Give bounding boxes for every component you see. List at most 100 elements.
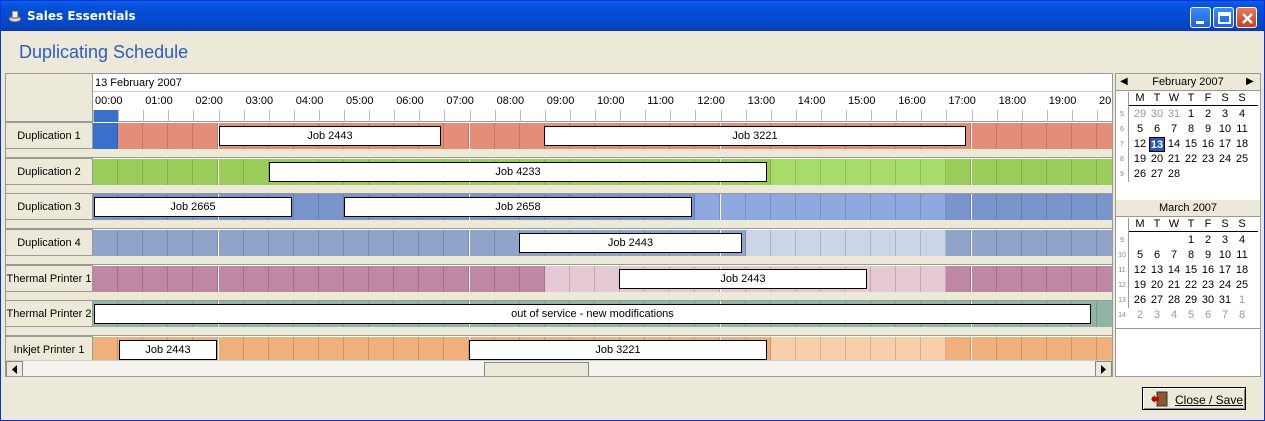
calendar-day[interactable]: 6: [1153, 123, 1161, 135]
time-slot[interactable]: [193, 230, 219, 257]
calendar-day[interactable]: 9: [1204, 123, 1212, 135]
next-month-icon[interactable]: ▶: [1246, 76, 1254, 87]
time-slot[interactable]: [369, 337, 395, 364]
time-slot[interactable]: [444, 123, 470, 150]
time-slot[interactable]: [519, 123, 545, 150]
time-slot[interactable]: [996, 123, 1022, 150]
calendar-day[interactable]: 13: [1150, 264, 1164, 276]
time-slot[interactable]: [218, 159, 244, 186]
time-slot[interactable]: [1071, 194, 1097, 221]
calendar-day[interactable]: 4: [1238, 234, 1246, 246]
job-block[interactable]: Job 2443: [119, 340, 217, 360]
time-slot[interactable]: [469, 266, 495, 293]
job-block[interactable]: Job 4233: [269, 162, 767, 182]
time-slot[interactable]: [1046, 159, 1072, 186]
time-slot[interactable]: [1097, 159, 1112, 186]
time-slot[interactable]: [946, 194, 972, 221]
time-slot[interactable]: [921, 230, 947, 257]
time-slot[interactable]: [93, 159, 118, 186]
calendar-day[interactable]: 24: [1218, 153, 1232, 165]
time-slot[interactable]: [318, 194, 344, 221]
time-slot[interactable]: [921, 159, 947, 186]
calendar-day-selected[interactable]: 13: [1149, 137, 1165, 152]
time-slot[interactable]: [1046, 194, 1072, 221]
resource-lane[interactable]: Job 2443 Job 3221: [93, 337, 1112, 364]
time-slot[interactable]: [268, 266, 294, 293]
calendar-day[interactable]: 26: [1133, 168, 1147, 180]
calendar-day[interactable]: 20: [1150, 279, 1164, 291]
time-slot[interactable]: [168, 159, 194, 186]
horizontal-scrollbar[interactable]: [6, 360, 1112, 376]
time-slot[interactable]: [1046, 123, 1072, 150]
job-block[interactable]: Job 2658: [344, 197, 692, 217]
calendar-day[interactable]: 23: [1201, 153, 1215, 165]
time-slot[interactable]: [268, 230, 294, 257]
time-slot[interactable]: [193, 266, 219, 293]
resource-lane[interactable]: Job 2443: [93, 230, 1112, 257]
time-slot[interactable]: [1021, 123, 1047, 150]
calendar-day[interactable]: 25: [1235, 279, 1249, 291]
resource-lane[interactable]: Job 2665 Job 2658: [93, 194, 1112, 221]
time-slot[interactable]: [344, 337, 369, 364]
calendar-day[interactable]: 18: [1235, 264, 1249, 276]
time-slot[interactable]: [143, 159, 169, 186]
time-slot[interactable]: [745, 194, 771, 221]
time-slot[interactable]: [268, 337, 294, 364]
calendar-day[interactable]: 5: [1187, 309, 1195, 321]
time-slot[interactable]: [544, 266, 570, 293]
time-slot[interactable]: [770, 194, 796, 221]
calendar-day[interactable]: 7: [1170, 249, 1178, 261]
time-slot[interactable]: [1021, 266, 1047, 293]
time-slot[interactable]: [946, 159, 972, 186]
calendar-day[interactable]: 2: [1136, 309, 1144, 321]
resource-lane[interactable]: Job 2443 Job 3221: [93, 123, 1112, 150]
time-slot[interactable]: [921, 194, 947, 221]
time-slot[interactable]: [896, 266, 922, 293]
calendar-day[interactable]: 15: [1184, 138, 1198, 150]
time-slot[interactable]: [118, 230, 144, 257]
time-slot[interactable]: [93, 123, 118, 150]
calendar-day[interactable]: 26: [1133, 294, 1147, 306]
time-slot[interactable]: [1097, 230, 1112, 257]
time-slot[interactable]: [770, 337, 796, 364]
time-slot[interactable]: [795, 194, 821, 221]
calendar-day[interactable]: 20: [1150, 153, 1164, 165]
calendar-day[interactable]: 29: [1133, 108, 1147, 120]
time-slot[interactable]: [469, 230, 495, 257]
calendar-day[interactable]: 3: [1221, 234, 1229, 246]
time-slot[interactable]: [1046, 337, 1072, 364]
time-slot[interactable]: [293, 230, 319, 257]
time-slot[interactable]: [444, 266, 470, 293]
time-slot[interactable]: [871, 194, 897, 221]
calendar-day[interactable]: 7: [1170, 123, 1178, 135]
time-slot[interactable]: [93, 230, 118, 257]
calendar-day[interactable]: 14: [1167, 138, 1181, 150]
calendar-day[interactable]: 12: [1133, 264, 1147, 276]
time-slot[interactable]: [143, 266, 169, 293]
time-slot[interactable]: [921, 266, 947, 293]
scroll-left-button[interactable]: [6, 361, 23, 376]
time-slot[interactable]: [871, 266, 897, 293]
calendar-day[interactable]: 22: [1184, 153, 1198, 165]
time-slot[interactable]: [595, 266, 620, 293]
calendar-day[interactable]: 2: [1204, 234, 1212, 246]
time-slot[interactable]: [1071, 266, 1097, 293]
time-slot[interactable]: [946, 266, 972, 293]
time-slot[interactable]: [394, 337, 420, 364]
calendar-day[interactable]: 6: [1153, 249, 1161, 261]
job-block[interactable]: Job 2443: [519, 233, 742, 253]
time-slot[interactable]: [519, 266, 545, 293]
scroll-right-button[interactable]: [1095, 361, 1112, 376]
job-block[interactable]: Job 2443: [219, 126, 441, 146]
time-slot[interactable]: [871, 159, 897, 186]
time-slot[interactable]: [118, 123, 144, 150]
time-slot[interactable]: [871, 337, 897, 364]
time-slot[interactable]: [318, 337, 344, 364]
time-slot[interactable]: [118, 266, 144, 293]
time-slot[interactable]: [293, 337, 319, 364]
time-slot[interactable]: [896, 337, 922, 364]
calendar-day[interactable]: 21: [1167, 153, 1181, 165]
time-slot[interactable]: [996, 194, 1022, 221]
calendar-day[interactable]: 19: [1133, 153, 1147, 165]
calendar-day[interactable]: 2: [1204, 108, 1212, 120]
